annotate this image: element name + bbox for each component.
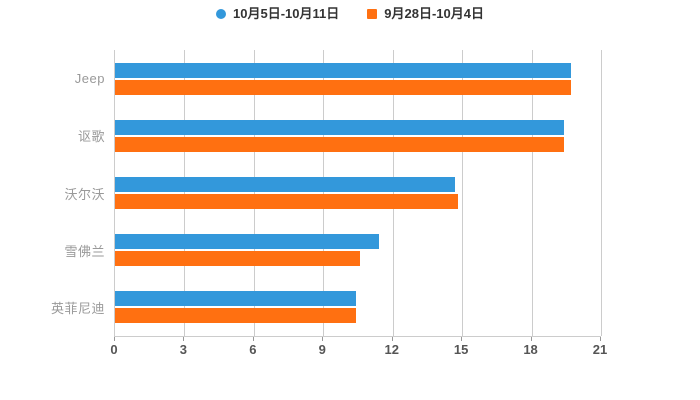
legend-item-week-sep28-oct4[interactable]: 9月28日-10月4日 bbox=[367, 6, 484, 22]
legend-label: 9月28日-10月4日 bbox=[384, 6, 484, 21]
bar-group bbox=[115, 177, 601, 209]
bar[interactable] bbox=[115, 79, 571, 95]
category-band bbox=[115, 164, 601, 221]
bar[interactable] bbox=[115, 234, 379, 250]
legend-label: 10月5日-10月11日 bbox=[233, 6, 340, 21]
y-category-label: 讴歌 bbox=[77, 129, 105, 145]
bar[interactable] bbox=[115, 308, 356, 324]
plot-area bbox=[114, 50, 602, 337]
y-category-label: Jeep bbox=[74, 71, 105, 87]
bar-group bbox=[115, 234, 601, 267]
bar[interactable] bbox=[115, 177, 456, 192]
category-band bbox=[115, 222, 601, 279]
x-axis-tick bbox=[391, 337, 393, 341]
x-axis-tick bbox=[530, 337, 532, 341]
x-tick-label: 15 bbox=[453, 342, 469, 357]
x-tick-label: 9 bbox=[318, 342, 326, 357]
x-tick-label: 0 bbox=[110, 342, 118, 357]
legend-circle-marker-icon bbox=[216, 9, 227, 19]
x-axis: 0 3 6 9 12 15 18 21 bbox=[110, 337, 607, 359]
legend-item-week-oct5-11[interactable]: 10月5日-10月11日 bbox=[216, 6, 339, 22]
x-axis-tick bbox=[114, 337, 115, 341]
gridline bbox=[531, 50, 533, 336]
bar[interactable] bbox=[115, 194, 458, 209]
bar[interactable] bbox=[115, 251, 361, 267]
x-tick-label: 21 bbox=[592, 342, 608, 357]
x-axis-tick bbox=[461, 337, 463, 341]
bar-group bbox=[115, 291, 601, 324]
gridline bbox=[462, 50, 464, 336]
y-category-label: 雪佛兰 bbox=[64, 243, 105, 259]
gridline bbox=[392, 50, 394, 336]
category-band bbox=[115, 107, 601, 164]
category-band bbox=[115, 279, 601, 336]
bar-group bbox=[115, 62, 601, 95]
x-tick-label: 18 bbox=[523, 342, 538, 357]
y-category-label: 英菲尼迪 bbox=[50, 300, 105, 316]
x-axis-tick bbox=[252, 337, 254, 341]
x-tick-label: 3 bbox=[179, 342, 188, 357]
x-tick-label: 12 bbox=[384, 342, 399, 357]
x-axis-tick bbox=[600, 337, 601, 341]
legend: 10月5日-10月11日 9月28日-10月4日 bbox=[0, 6, 700, 22]
category-band bbox=[115, 50, 601, 107]
gridline bbox=[323, 50, 325, 336]
x-axis-tick bbox=[322, 337, 324, 341]
x-tick-label: 6 bbox=[249, 342, 257, 357]
bar[interactable] bbox=[115, 62, 571, 78]
bar[interactable] bbox=[115, 291, 356, 307]
gridline bbox=[253, 50, 255, 336]
y-axis-labels: Jeep 讴歌沃尔沃雪佛兰英菲尼迪 bbox=[0, 50, 105, 336]
bar[interactable] bbox=[115, 136, 564, 152]
gridline bbox=[184, 50, 186, 336]
y-category-label: 沃尔沃 bbox=[64, 186, 105, 202]
x-axis-tick bbox=[183, 337, 185, 341]
legend-square-marker-icon bbox=[367, 9, 378, 19]
bar[interactable] bbox=[115, 119, 564, 135]
bar-group bbox=[115, 119, 601, 152]
gridline bbox=[601, 50, 602, 336]
